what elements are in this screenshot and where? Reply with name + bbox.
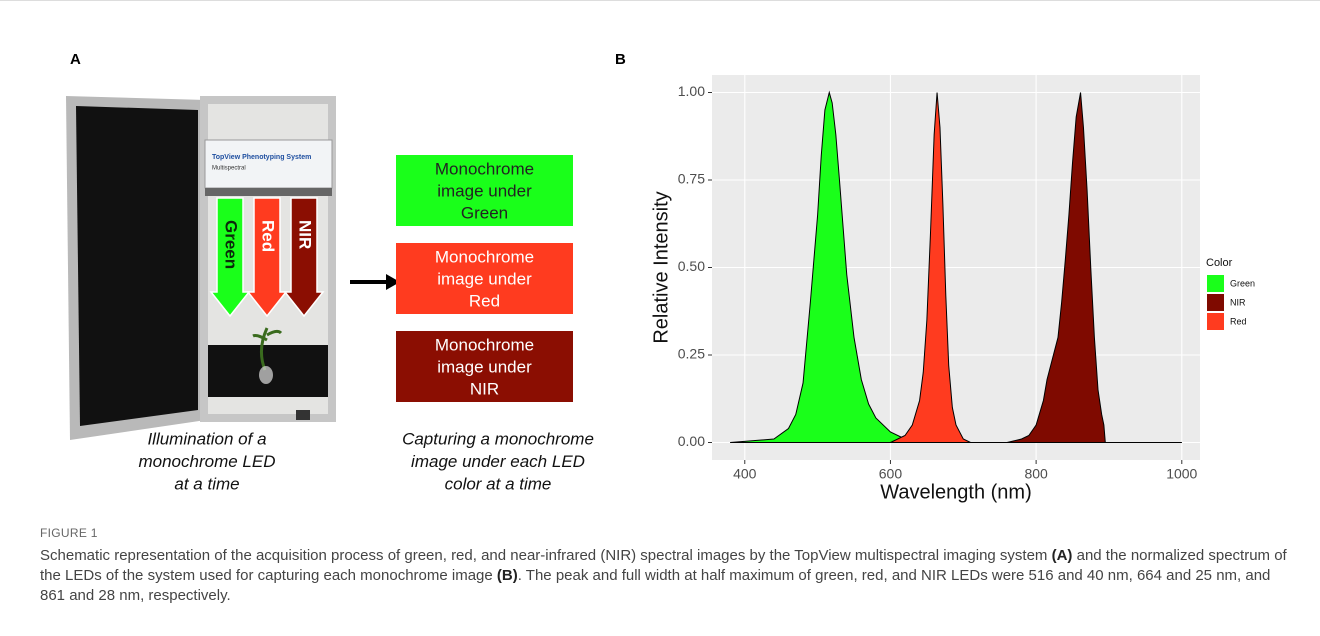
image-box-text: NIR [470, 379, 499, 398]
device-title: TopView Phenotyping System [212, 154, 311, 161]
spectrum-area [890, 92, 971, 443]
caption-text: Schematic representation of the acquisit… [40, 546, 1290, 606]
panel-label: B [615, 51, 626, 68]
image-box [396, 243, 573, 314]
caption-part: Schematic representation of the acquisit… [40, 547, 1052, 564]
y-tick-label: 0.50 [678, 258, 705, 274]
right-caption: image under each LED [411, 452, 585, 471]
led-arrow [209, 197, 251, 318]
legend-title: Color [1206, 257, 1233, 269]
device [204, 139, 333, 189]
legend-label: Red [1230, 316, 1247, 326]
y-axis-title: Relative Intensity [650, 191, 672, 343]
image-box-text: image under [437, 181, 532, 200]
spectrum-area [730, 90, 1182, 443]
legend-key [1207, 313, 1224, 330]
x-tick-label: 1000 [1166, 466, 1197, 482]
x-axis-title: Wavelength (nm) [880, 481, 1032, 503]
image-box [396, 155, 573, 226]
device-rail [205, 188, 332, 196]
image-box-text: image under [437, 357, 532, 376]
spectrum-area [730, 92, 1182, 443]
image-box-text: Red [469, 291, 500, 310]
left-caption: Illumination of a [147, 429, 266, 448]
led-arrow-label: Red [259, 220, 278, 252]
legend-key [1207, 275, 1224, 292]
led-arrow [246, 197, 288, 318]
y-tick-label: 0.00 [678, 433, 705, 449]
x-tick-label: 600 [879, 466, 903, 482]
x-tick-label: 800 [1024, 466, 1048, 482]
caption-part: . The peak and full width at half maximu… [40, 567, 1271, 604]
chart: B 0.00 0.25 0.50 0.75 1.00 400 600 800 1000 Wavele… [615, 51, 1255, 503]
led-arrow-label: NIR [296, 220, 315, 249]
image-box-text: Monochrome [435, 247, 534, 266]
figure: A TopView Phenotyping System Multispectr… [0, 0, 1320, 503]
image-box-text: Green [461, 203, 508, 222]
wheel [296, 410, 310, 420]
door-panel [76, 106, 198, 426]
left-caption: at a time [174, 474, 239, 493]
x-tick-label: 400 [733, 466, 757, 482]
figure-caption: FIGURE 1 Schematic representation of the… [40, 526, 1290, 606]
right-caption: Capturing a monochrome [402, 429, 594, 448]
y-tick-label: 0.25 [678, 346, 705, 362]
figure-number: FIGURE 1 [40, 526, 98, 540]
panel-a: Green Red NIR Monochrome image under Green Mon… [138, 155, 594, 493]
process-arrow-head [386, 274, 400, 290]
device-subtitle: Multispectral [212, 166, 246, 172]
cabinet: TopView Phenotyping System Multispectral [66, 96, 400, 440]
image-box-text: Monochrome [435, 335, 534, 354]
led-arrow [283, 197, 325, 318]
caption-part: and the normalized spectrum of the LEDs … [40, 547, 1287, 584]
caption-ref: (A) [1051, 547, 1073, 564]
panel-label: A [70, 51, 81, 68]
image-box [396, 331, 573, 402]
y-tick-label: 1.00 [678, 83, 705, 99]
legend-label: NIR [1230, 297, 1246, 307]
led-arrow-label: Green [222, 220, 241, 269]
caption-ref: (B) [496, 567, 518, 584]
y-tick-label: 0.75 [678, 171, 705, 187]
left-caption: monochrome LED [138, 452, 275, 471]
legend-label: Green [1230, 278, 1255, 288]
pot [259, 366, 273, 384]
legend-key [1207, 294, 1224, 311]
right-caption: color at a time [445, 474, 552, 493]
image-box-text: Monochrome [435, 159, 534, 178]
image-box-text: image under [437, 269, 532, 288]
